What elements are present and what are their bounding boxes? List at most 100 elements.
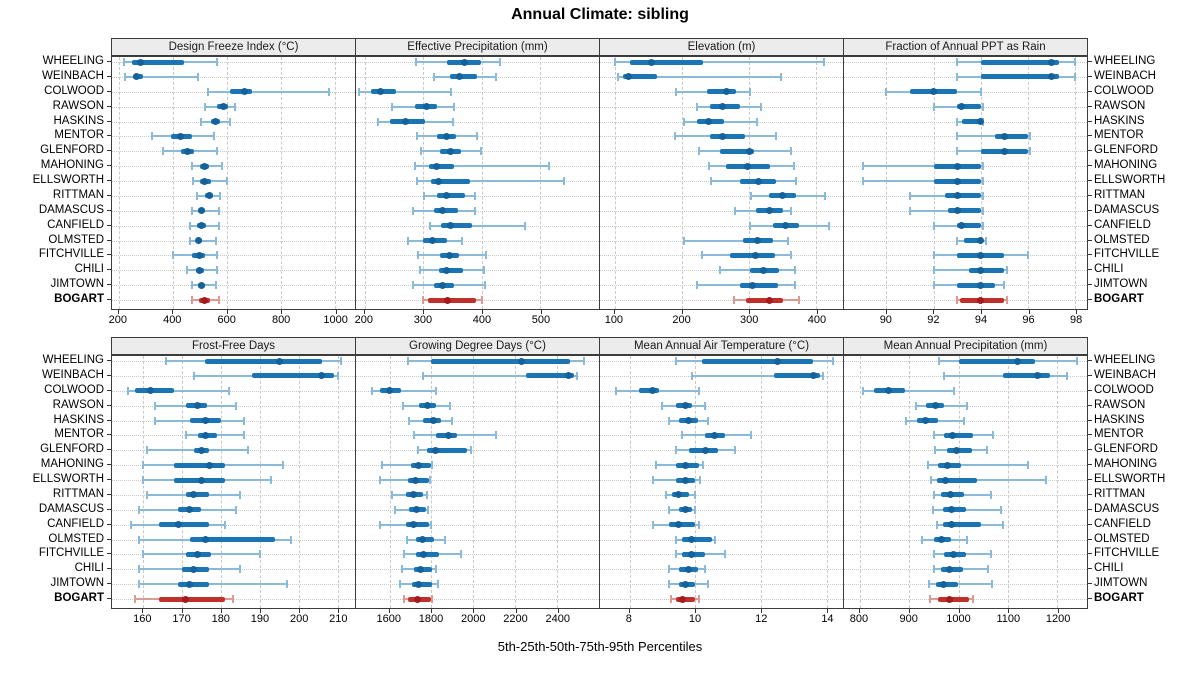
whisker-cap xyxy=(400,565,403,574)
median-dot xyxy=(940,580,948,588)
median-dot xyxy=(678,595,686,603)
whisker-cap xyxy=(953,386,956,395)
whisker-cap xyxy=(138,535,141,544)
whisker-cap xyxy=(991,580,994,589)
whisker-cap xyxy=(220,162,223,171)
station-label: MENTOR xyxy=(54,428,104,441)
panel-strip: Frost-Free Days xyxy=(111,337,356,355)
whisker-cap xyxy=(1074,58,1077,66)
whisker-cap xyxy=(932,251,935,260)
grid-hline xyxy=(112,210,355,212)
median-dot xyxy=(943,461,951,469)
station-labels-left: WHEELING WEINBACH COLWOOD RAWSON HASKINS MENT… xyxy=(0,55,104,310)
station-label: COLWOOD xyxy=(1094,383,1154,396)
whisker-cap xyxy=(483,281,486,290)
whisker-cap xyxy=(443,535,446,544)
whisker-cap xyxy=(142,461,145,470)
whisker-cap xyxy=(956,132,959,141)
iqr-band xyxy=(957,104,981,110)
median-dot xyxy=(949,431,957,439)
whisker-cap xyxy=(377,117,380,126)
whisker-cap xyxy=(750,431,753,440)
iqr-band xyxy=(525,373,574,379)
whisker-cap xyxy=(429,221,432,230)
station-tick xyxy=(107,493,111,495)
axis-tick-label: 2400 xyxy=(545,613,570,625)
axis-tick-label: 190 xyxy=(250,613,270,625)
whisker-cap xyxy=(798,296,801,304)
median-dot xyxy=(748,281,756,289)
station-label: RITTMAN xyxy=(1094,188,1146,201)
grid-vline xyxy=(557,356,559,608)
median-dot xyxy=(952,446,960,454)
grid-vline xyxy=(629,356,631,608)
whisker-cap xyxy=(909,206,912,215)
whisker-cap xyxy=(1066,371,1069,380)
whisker-cap xyxy=(422,191,425,200)
panel-strip: Elevation (m) xyxy=(599,38,844,56)
whisker-cap xyxy=(704,565,707,574)
station-label: WEINBACH xyxy=(42,69,104,82)
whisker-cap xyxy=(823,191,826,200)
panel-strip-title: Growing Degree Days (°C) xyxy=(409,340,546,352)
median-dot xyxy=(649,387,657,395)
grid-hline xyxy=(356,390,599,392)
whisker-cap xyxy=(145,490,148,499)
station-label: WEINBACH xyxy=(1094,69,1156,82)
whisker-cap xyxy=(1003,281,1006,290)
whisker-cap xyxy=(832,357,835,365)
median-dot xyxy=(424,402,432,410)
median-dot xyxy=(194,550,202,558)
median-dot xyxy=(977,251,985,259)
whisker-cap xyxy=(1027,461,1030,470)
iqr-band xyxy=(430,178,471,184)
whisker-range xyxy=(615,61,824,63)
whisker-cap xyxy=(452,117,455,126)
median-dot xyxy=(429,237,437,244)
median-dot xyxy=(419,536,427,543)
median-dot xyxy=(194,402,202,410)
axis-tick xyxy=(761,609,763,613)
axis-tick xyxy=(117,310,119,314)
median-dot xyxy=(201,417,209,424)
axis-tick xyxy=(1058,609,1060,613)
axis-tick-label: 1100 xyxy=(996,613,1021,625)
whisker-cap xyxy=(282,461,285,470)
station-tick xyxy=(107,269,111,271)
whisker-cap xyxy=(989,490,992,499)
iqr-band xyxy=(947,208,981,214)
median-dot xyxy=(885,387,893,395)
station-label: RITTMAN xyxy=(1094,487,1146,500)
whisker-cap xyxy=(667,416,670,425)
grid-hline xyxy=(356,106,599,108)
whisker-cap xyxy=(861,162,864,171)
axis-tick xyxy=(220,609,222,613)
median-dot xyxy=(685,417,693,424)
station-tick xyxy=(107,194,111,196)
whisker-range xyxy=(928,464,1029,467)
whisker-range xyxy=(910,209,984,212)
axis-tick-label: 98 xyxy=(1069,314,1083,326)
median-dot xyxy=(377,88,385,96)
station-label: JIMTOWN xyxy=(1094,278,1148,291)
median-dot xyxy=(701,446,709,454)
iqr-band xyxy=(745,297,783,303)
axis-tick xyxy=(695,609,696,613)
station-tick xyxy=(107,75,111,77)
whisker-cap xyxy=(494,72,497,81)
station-tick xyxy=(1088,135,1092,137)
whisker-cap xyxy=(1001,520,1004,529)
median-dot xyxy=(773,357,781,365)
station-label: GLENFORD xyxy=(1094,443,1158,456)
median-dot xyxy=(432,446,440,454)
median-dot xyxy=(977,281,985,289)
x-axis: 200 300 400 500 xyxy=(355,310,600,328)
iqr-band xyxy=(1003,373,1050,379)
whisker-cap xyxy=(370,386,373,395)
whisker-range xyxy=(932,508,1002,511)
whisker-cap xyxy=(416,446,419,455)
station-tick xyxy=(107,538,111,540)
panel-plot xyxy=(111,355,356,609)
grid-vline xyxy=(1007,356,1009,608)
median-dot xyxy=(938,536,946,543)
